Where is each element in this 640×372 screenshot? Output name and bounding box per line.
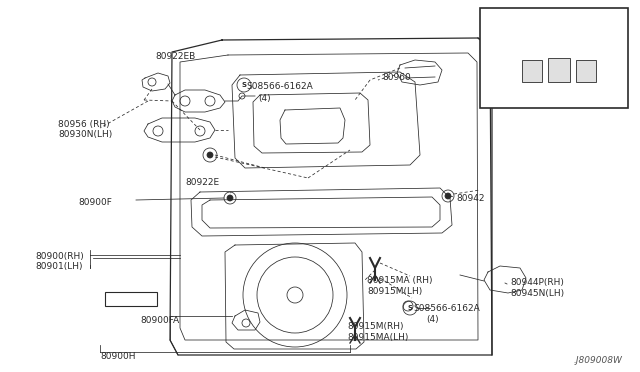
Text: 80930N(LH): 80930N(LH) [58,130,112,139]
Bar [548,58,570,82]
Bar [105,292,157,306]
Text: 80915M(LH): 80915M(LH) [367,287,422,296]
Text: 80944P(RH): 80944P(RH) [510,278,564,287]
Text: (4): (4) [258,94,271,103]
Text: 80945N(LH): 80945N(LH) [510,289,564,298]
Text: 80915MA(LH): 80915MA(LH) [347,333,408,342]
Text: (4): (4) [426,315,438,324]
Bar [576,60,596,82]
Text: SEC.267: SEC.267 [106,300,143,309]
Text: S08566-6162A: S08566-6162A [246,82,313,91]
Text: 80900(RH): 80900(RH) [35,252,84,261]
Text: 80900H: 80900H [100,352,136,361]
Bar [480,8,628,108]
Circle shape [445,193,451,199]
Text: 80960: 80960 [382,73,411,82]
Text: 80900FA: 80900FA [140,316,179,325]
Text: 80956 (RH): 80956 (RH) [58,120,109,129]
Text: 80922EB: 80922EB [155,52,195,61]
Text: 80942: 80942 [456,194,484,203]
Text: .J809008W: .J809008W [573,356,622,365]
Text: 80961(LH): 80961(LH) [531,22,579,31]
Text: 80915MA (RH): 80915MA (RH) [367,276,433,285]
Text: 80915M(RH): 80915M(RH) [347,322,403,331]
Circle shape [227,195,233,201]
Text: S08566-6162A: S08566-6162A [413,304,480,313]
Text: 80922E: 80922E [185,178,219,187]
Text: S: S [408,305,413,311]
Bar [522,60,542,82]
Text: 80900F: 80900F [78,198,112,207]
Text: 80901(LH): 80901(LH) [35,262,83,271]
Circle shape [207,152,213,158]
Text: S: S [241,82,246,88]
